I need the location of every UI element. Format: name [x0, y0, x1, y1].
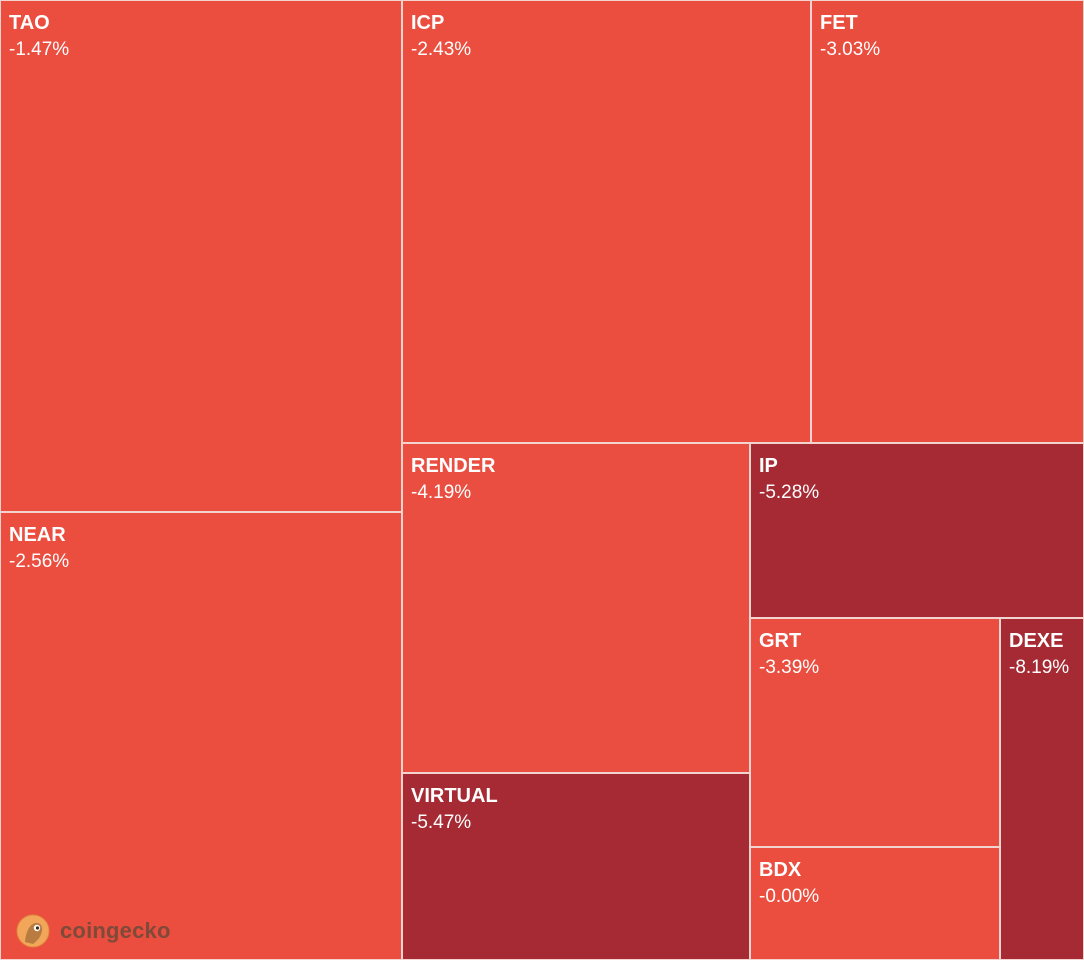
tile-symbol: VIRTUAL	[411, 785, 498, 807]
coingecko-logo: coingecko	[16, 914, 171, 948]
treemap-tile-render[interactable]: RENDER -4.19%	[402, 443, 750, 773]
treemap-tile-dexe[interactable]: DEXE -8.19%	[1000, 618, 1084, 960]
tile-change: -2.56%	[9, 551, 70, 572]
tile-change: -8.19%	[1009, 657, 1070, 678]
brand-name: coingecko	[60, 918, 171, 943]
treemap-tile-ip[interactable]: IP -5.28%	[750, 443, 1084, 618]
tile-symbol: IP	[759, 455, 778, 477]
tile-symbol: RENDER	[411, 455, 496, 477]
treemap-tile-near[interactable]: NEAR -2.56%	[0, 512, 402, 960]
tile-symbol: GRT	[759, 630, 802, 652]
tile-symbol: NEAR	[9, 524, 66, 546]
treemap-tile-fet[interactable]: FET -3.03%	[811, 0, 1084, 443]
tile-change: -1.47%	[9, 39, 70, 60]
treemap-tile-virtual[interactable]: VIRTUAL -5.47%	[402, 773, 750, 960]
tile-change: -5.28%	[759, 482, 820, 503]
treemap-tile-grt[interactable]: GRT -3.39%	[750, 618, 1000, 847]
tile-change: -5.47%	[411, 812, 472, 833]
gecko-icon	[16, 914, 50, 948]
tile-symbol: BDX	[759, 859, 802, 881]
tile-change: -0.00%	[759, 886, 820, 907]
treemap-tile-tao[interactable]: TAO -1.47%	[0, 0, 402, 512]
tile-symbol: FET	[820, 12, 858, 34]
tile-symbol: ICP	[411, 12, 445, 34]
tile-change: -3.03%	[820, 39, 881, 60]
tile-symbol: TAO	[9, 12, 50, 34]
treemap-tile-icp[interactable]: ICP -2.43%	[402, 0, 811, 443]
tile-change: -3.39%	[759, 657, 820, 678]
tile-change: -2.43%	[411, 39, 472, 60]
tile-symbol: DEXE	[1009, 630, 1064, 652]
treemap-tile-bdx[interactable]: BDX -0.00%	[750, 847, 1000, 960]
tile-change: -4.19%	[411, 482, 472, 503]
